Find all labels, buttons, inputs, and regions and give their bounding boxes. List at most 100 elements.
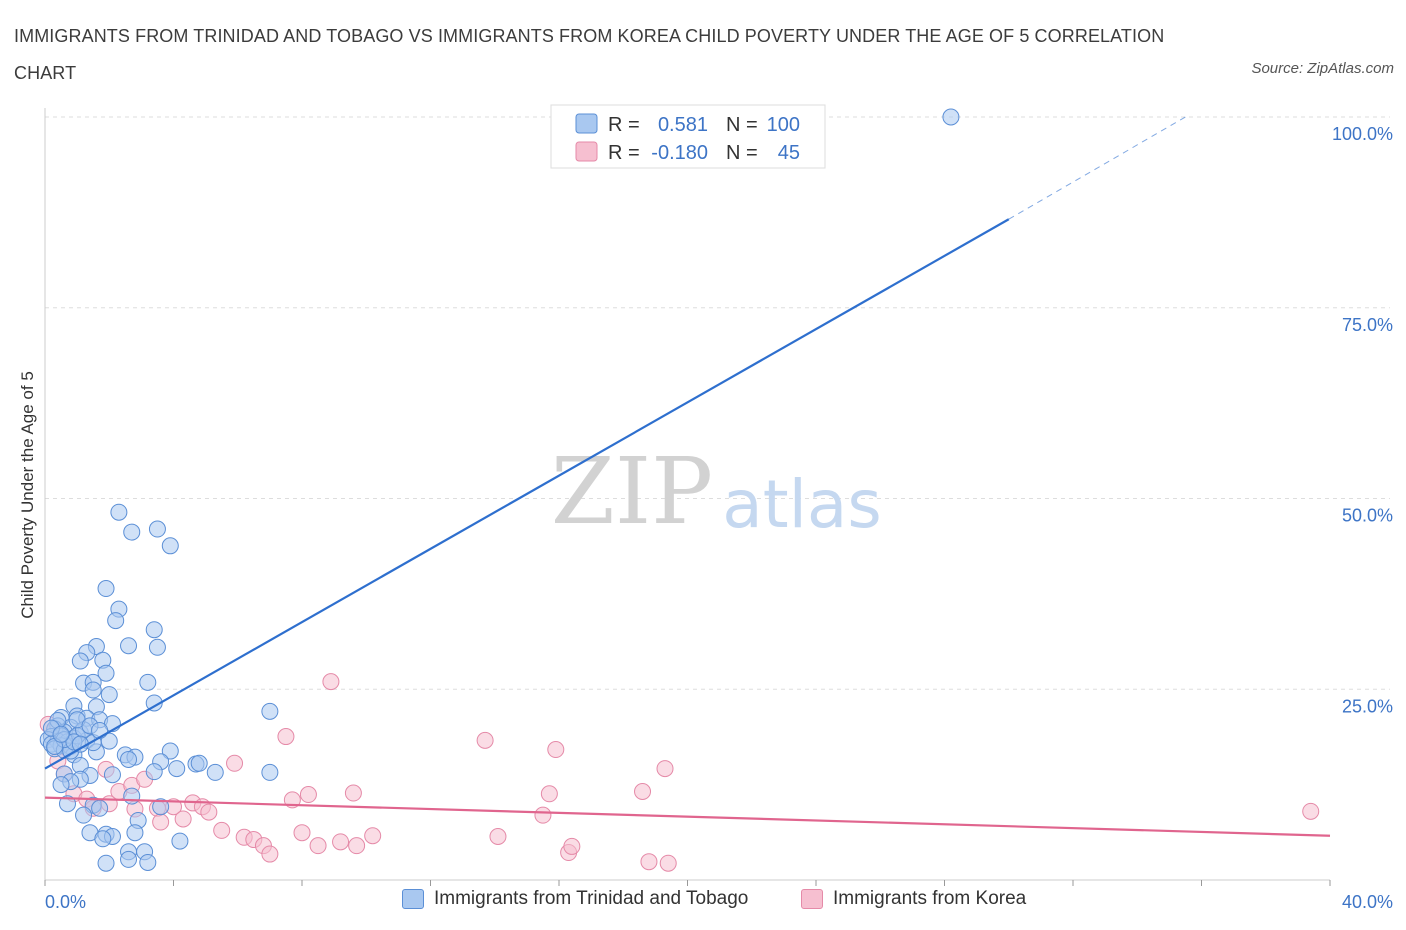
- trinidad-point: [190, 754, 208, 772]
- trinidad-point: [91, 721, 109, 739]
- trinidad-point: [97, 664, 115, 682]
- korea-point: [152, 813, 170, 831]
- watermark-atlas: atlas: [722, 466, 882, 543]
- korea-point: [261, 845, 279, 863]
- x-tick-labels: 0.0% 40.0%: [45, 892, 1393, 912]
- legend-r-value-pink: -0.180: [651, 142, 708, 164]
- trinidad-point: [120, 850, 138, 868]
- trinidad-point: [52, 776, 70, 794]
- korea-point: [344, 784, 362, 802]
- trinidad-point: [123, 523, 141, 541]
- korea-point: [656, 760, 674, 778]
- legend-item-korea: Immigrants from Korea: [801, 888, 1026, 910]
- legend-n-value-pink: 45: [778, 142, 800, 164]
- trinidad-point: [161, 742, 179, 760]
- korea-point: [293, 824, 311, 842]
- trinidad-point: [148, 638, 166, 656]
- korea-point: [213, 821, 231, 839]
- x-tick-label-min: 0.0%: [45, 892, 86, 912]
- trinidad-point: [75, 806, 93, 824]
- trinidad-point: [261, 763, 279, 781]
- trinidad-point: [100, 686, 118, 704]
- korea-point: [640, 853, 658, 871]
- trinidad-point: [942, 108, 960, 126]
- legend-r-label-blue: R =: [608, 114, 640, 136]
- legend-n-label-pink: N =: [726, 142, 758, 164]
- legend-swatch-pink: [575, 141, 598, 162]
- watermark-zip: ZIP: [551, 438, 713, 545]
- x-tick-label-max: 40.0%: [1342, 892, 1393, 912]
- trinidad-point: [91, 799, 109, 817]
- korea-point: [1302, 802, 1320, 820]
- trinidad-point: [145, 763, 163, 781]
- legend-n-value-blue: 100: [767, 114, 800, 136]
- legend-swatch-korea: [801, 889, 823, 909]
- trinidad-point: [71, 652, 89, 670]
- trinidad-point: [107, 612, 125, 630]
- trinidad-point: [120, 750, 138, 768]
- trinidad-point: [84, 681, 102, 699]
- y-tick-label-1: 50.0%: [1342, 506, 1393, 526]
- trinidad-point: [145, 621, 163, 639]
- source-label: Source: ZipAtlas.com: [1251, 60, 1394, 77]
- trinidad-point: [261, 702, 279, 720]
- korea-point: [200, 803, 218, 821]
- legend-r-value-blue: 0.581: [658, 114, 708, 136]
- legend-label-trinidad: Immigrants from Trinidad and Tobago: [434, 888, 749, 909]
- trinidad-point: [126, 824, 144, 842]
- axes: [44, 108, 1331, 886]
- grid-lines: [45, 116, 1390, 690]
- trinidad-point: [206, 763, 224, 781]
- legend-label-korea: Immigrants from Korea: [833, 888, 1027, 909]
- korea-point: [364, 827, 382, 845]
- trinidad-point: [152, 798, 170, 816]
- trinidad-point: [123, 787, 141, 805]
- korea-point: [540, 785, 558, 803]
- korea-point: [489, 828, 507, 846]
- y-tick-label-2: 75.0%: [1342, 315, 1393, 335]
- korea-point: [174, 810, 192, 828]
- y-tick-label-3: 100.0%: [1332, 124, 1393, 144]
- legend-swatch-trinidad: [402, 889, 424, 909]
- legend-item-trinidad: Immigrants from Trinidad and Tobago: [402, 888, 748, 910]
- trend-lines: [44, 116, 1331, 837]
- trinidad-point: [139, 853, 157, 871]
- trinidad-point: [110, 503, 128, 521]
- y-tick-labels: 25.0% 50.0% 75.0% 100.0%: [1332, 124, 1393, 716]
- series-legend: Immigrants from Trinidad and Tobago Immi…: [0, 888, 1406, 918]
- trinidad-points: [39, 108, 960, 872]
- korea-point: [309, 837, 327, 855]
- trinidad-point: [94, 830, 112, 848]
- trinidad-point: [168, 760, 186, 778]
- trinidad-point: [148, 520, 166, 538]
- korea-point: [534, 806, 552, 824]
- legend-swatch-blue: [575, 113, 598, 134]
- watermark: ZIP atlas: [551, 438, 882, 545]
- korea-point: [277, 728, 295, 746]
- correlation-legend: R = 0.581 N = 100 R = -0.180 N = 45: [550, 104, 826, 169]
- korea-trend-line: [44, 796, 1331, 837]
- trinidad-point: [97, 854, 115, 872]
- korea-points: [39, 673, 1320, 872]
- korea-point: [226, 754, 244, 772]
- trinidad-point: [58, 795, 76, 813]
- trinidad-point: [120, 637, 138, 655]
- korea-point: [634, 782, 652, 800]
- korea-point: [547, 741, 565, 759]
- korea-point: [322, 673, 340, 691]
- trinidad-trend-extension: [1008, 116, 1186, 220]
- trinidad-trend-line: [44, 218, 1010, 770]
- korea-point: [332, 833, 350, 851]
- korea-point: [299, 786, 317, 804]
- chart-title: IMMIGRANTS FROM TRINIDAD AND TOBAGO VS I…: [14, 26, 1165, 83]
- trinidad-point: [52, 725, 70, 743]
- y-tick-label-0: 25.0%: [1342, 696, 1393, 716]
- korea-point: [476, 731, 494, 749]
- legend-n-label-blue: N =: [726, 114, 758, 136]
- trinidad-point: [139, 673, 157, 691]
- trinidad-point: [171, 832, 189, 850]
- legend-r-label-pink: R =: [608, 142, 640, 164]
- trinidad-point: [161, 537, 179, 555]
- trinidad-point: [97, 580, 115, 598]
